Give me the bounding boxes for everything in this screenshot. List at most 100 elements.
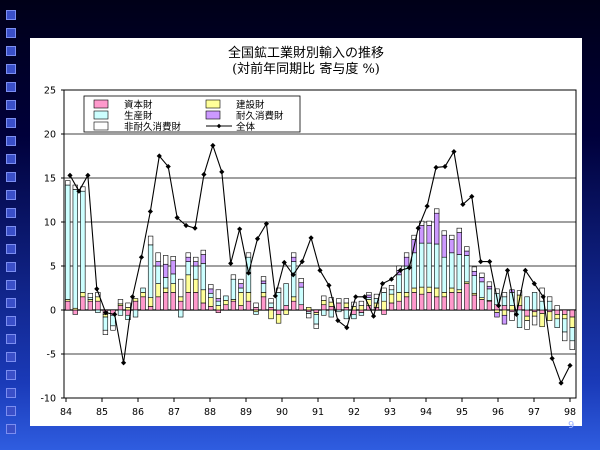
bar-segment — [343, 302, 349, 308]
legend-box — [83, 95, 301, 133]
bar-segment — [170, 260, 176, 275]
bar-segment — [200, 263, 206, 291]
bar-segment — [471, 270, 477, 276]
legend-swatch-marker — [216, 123, 222, 129]
bar-segment — [208, 292, 214, 298]
legend-swatch — [93, 121, 109, 131]
legend-label: 非耐久消費財 — [124, 121, 182, 133]
bar-segment — [449, 287, 455, 293]
total-point — [567, 362, 573, 369]
legend-swatch — [93, 99, 109, 109]
y-tick-label: 5 — [50, 262, 56, 273]
bar-segment — [200, 289, 206, 304]
bar-segment — [193, 261, 199, 267]
x-tick-label: 91 — [312, 407, 324, 418]
x-tick-label: 84 — [60, 407, 72, 418]
x-tick-label: 85 — [96, 407, 108, 418]
bar-segment — [336, 302, 342, 311]
total-point — [112, 311, 118, 317]
bar-segment — [411, 252, 417, 289]
bar-segment — [321, 300, 327, 306]
bar-segment — [388, 293, 395, 304]
total-point — [103, 310, 109, 316]
bar-segment — [351, 314, 357, 320]
bar-segment — [193, 278, 199, 293]
decorative-square — [6, 154, 16, 164]
bar-segment — [456, 254, 462, 291]
bar-segment — [336, 298, 342, 304]
y-tick-label: 20 — [44, 130, 56, 141]
bar-segment — [230, 274, 237, 280]
bar-segment — [238, 287, 244, 293]
bar-segment — [125, 302, 131, 308]
bar-segment — [501, 314, 508, 325]
bar-segment — [434, 243, 440, 289]
total-point — [460, 201, 466, 207]
bar-segment — [110, 325, 116, 331]
bar-segment — [343, 307, 349, 311]
bar-segment — [238, 283, 244, 289]
bar-segment — [125, 314, 131, 320]
bar-segment — [147, 306, 154, 311]
total-point — [433, 164, 439, 171]
bar-segment — [268, 302, 274, 308]
bar-segment — [456, 232, 462, 255]
bar-segment — [456, 292, 462, 311]
bar-segment — [524, 320, 530, 330]
bar-segment — [215, 300, 221, 306]
bar-segment — [449, 252, 455, 289]
decorative-square — [6, 226, 16, 236]
bar-segment — [238, 278, 244, 284]
bar-segment — [163, 277, 169, 289]
bar-segment — [328, 309, 334, 318]
bar-segment — [147, 235, 154, 246]
total-point — [549, 355, 555, 361]
decorative-square-column — [0, 0, 22, 450]
bar-segment — [501, 309, 508, 316]
total-point — [228, 260, 234, 266]
total-point — [451, 149, 457, 155]
legend-swatch — [205, 110, 221, 120]
total-point — [335, 317, 341, 324]
decorative-square — [6, 136, 16, 146]
total-point — [237, 226, 243, 232]
total-point — [219, 169, 225, 175]
bar-segment — [208, 288, 214, 294]
bar-segment — [388, 302, 395, 311]
bar-segment — [155, 265, 161, 284]
bar-segment — [336, 309, 342, 313]
bar-segment — [403, 296, 410, 311]
bar-segment — [328, 306, 334, 311]
total-point — [85, 172, 91, 178]
bar-segment — [87, 300, 93, 311]
decorative-square — [6, 280, 16, 290]
bar-segment — [531, 315, 538, 326]
bar-segment — [449, 239, 455, 254]
legend-swatch — [205, 99, 221, 109]
y-tick-label: 0 — [50, 306, 56, 317]
bar-segment — [80, 296, 86, 311]
bar-segment — [426, 225, 432, 244]
bar-segment — [554, 314, 560, 320]
bar-segment — [328, 297, 334, 303]
y-tick-label: -5 — [47, 350, 56, 361]
bar-segment — [147, 244, 154, 298]
total-point — [406, 265, 412, 271]
bar-segment — [411, 287, 417, 293]
decorative-square — [6, 10, 16, 20]
bar-segment — [441, 230, 447, 236]
bar-line-chart: -10 -5 0 5 10 15 20 25 84 85 86 87 88 89 90 91 92 93 94 95 9… — [40, 86, 577, 418]
decorative-square — [6, 352, 16, 362]
total-point — [192, 225, 198, 231]
bar-segment — [155, 283, 161, 298]
bar-segment — [260, 276, 267, 282]
bar-segment — [456, 289, 462, 293]
total-point — [487, 259, 493, 265]
chart-panel: 全国鉱工業財別輸入の推移 (対前年同期比 寄与度 %) -10 -5 0 5 10 15 2… — [30, 38, 582, 426]
total-point — [388, 276, 395, 282]
bar-segment — [313, 309, 319, 313]
bar-segment — [554, 309, 560, 315]
bar-segment — [464, 246, 470, 252]
bar-segment — [464, 250, 470, 256]
bar-segment — [486, 281, 493, 287]
